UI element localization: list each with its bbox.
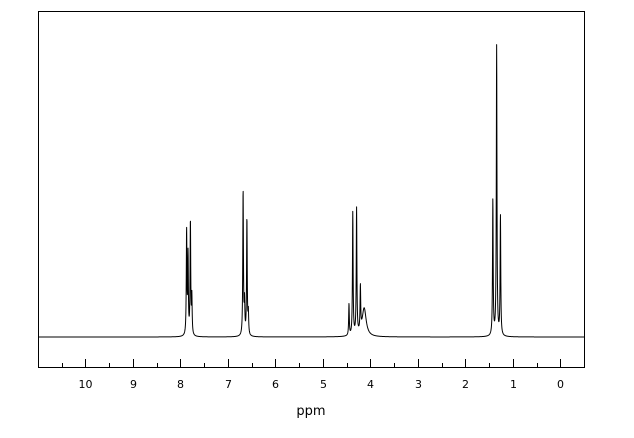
x-tick-label: 7 <box>225 378 232 391</box>
x-axis-title: ppm <box>296 404 325 419</box>
x-tick-label: 6 <box>272 378 279 391</box>
x-tick-label: 10 <box>79 378 93 391</box>
x-tick-label: 9 <box>130 378 137 391</box>
x-axis-tick-labels: 10 9 8 7 6 5 4 3 2 1 0 <box>79 378 565 391</box>
spectrum-trace <box>37 44 585 338</box>
x-tick-label: 1 <box>510 378 517 391</box>
x-tick-label: 5 <box>320 378 327 391</box>
x-tick-label: 0 <box>557 378 564 391</box>
x-tick-label: 3 <box>415 378 422 391</box>
x-tick-label: 8 <box>177 378 184 391</box>
plot-frame <box>38 11 585 368</box>
x-axis-ticks <box>38 359 585 367</box>
x-tick-label: 2 <box>462 378 469 391</box>
x-tick-label: 4 <box>367 378 374 391</box>
